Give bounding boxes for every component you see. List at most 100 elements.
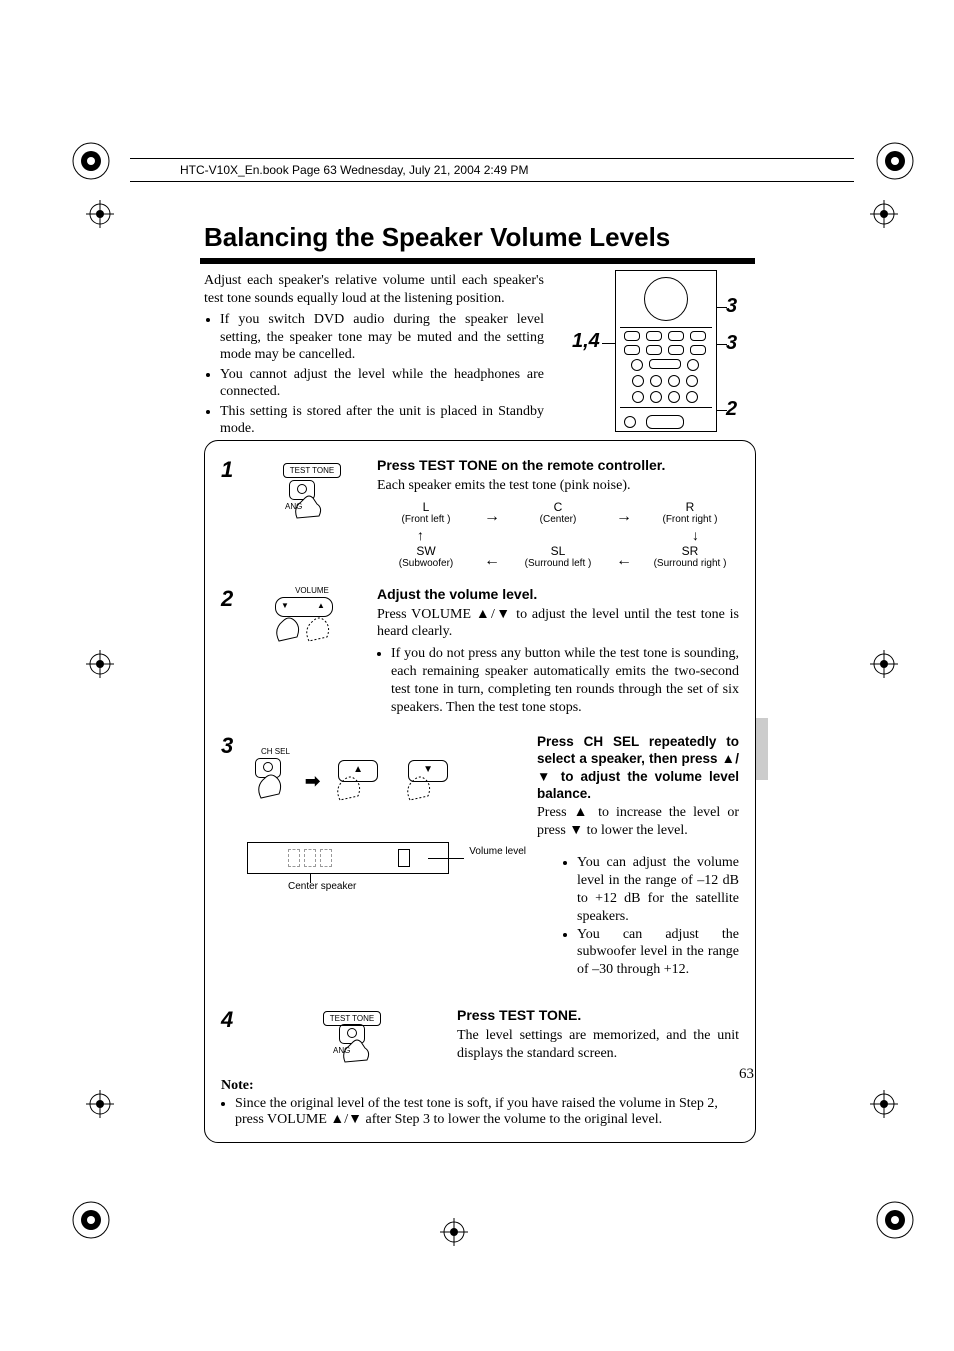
hand-press-icon	[332, 770, 376, 806]
speaker-flow-diagram: L(Front left ) → C(Center) → R(Front rig…	[377, 501, 739, 572]
remote-button-row	[620, 375, 710, 387]
section-tab	[756, 718, 768, 780]
lead-line	[602, 343, 615, 344]
step-4-illustration: TEST TONE ANG	[247, 1007, 457, 1070]
intro-bullet: If you switch DVD audio during the speak…	[220, 311, 544, 364]
step-3-bullet: You can adjust the volume level in the r…	[577, 854, 739, 926]
remote-btn-icon	[624, 416, 636, 428]
registration-mark-icon	[86, 200, 114, 228]
print-header: HTC-V10X_En.book Page 63 Wednesday, July…	[130, 158, 854, 182]
step-4: 4 TEST TONE ANG Press TEST TONE. The lev…	[221, 1007, 739, 1070]
step-2: 2 VOLUME ▼ ▲ Adjust the volume level.	[221, 586, 739, 719]
remote-button-row	[620, 345, 710, 355]
step-3-illustration: CH SEL ➡ ▲	[247, 733, 537, 993]
flow-sub: (Surround left )	[518, 558, 598, 569]
page: HTC-V10X_En.book Page 63 Wednesday, July…	[0, 0, 954, 1351]
flow-ch: L	[386, 501, 466, 514]
intro-bullet: You cannot adjust the level while the he…	[220, 366, 544, 401]
angle-label: ANG	[333, 1046, 350, 1055]
note-block: Note: Since the original level of the te…	[221, 1078, 739, 1128]
flow-ch: R	[650, 501, 730, 514]
flow-ch: SW	[386, 545, 466, 558]
lead-line	[716, 307, 727, 308]
remote-diagram	[615, 270, 717, 432]
hand-press-icon	[301, 607, 341, 647]
registration-mark-icon	[870, 200, 898, 228]
step-4-lead: Press TEST TONE.	[457, 1007, 739, 1025]
print-mark-icon	[874, 140, 916, 182]
flow-ch: SL	[518, 545, 598, 558]
flow-sub: (Surround right )	[650, 558, 730, 569]
arrow-right-icon: →	[484, 501, 500, 527]
step-2-illustration: VOLUME ▼ ▲	[247, 586, 377, 719]
header-text: HTC-V10X_En.book Page 63 Wednesday, July…	[180, 163, 528, 177]
page-number: 63	[739, 1066, 754, 1083]
step-3-para: Press ▲ to increase the level or press ▼…	[537, 805, 739, 838]
step-1-illustration: TEST TONE ANG	[247, 457, 377, 572]
volume-button-label: VOLUME	[247, 586, 377, 595]
remote-button-row	[620, 391, 710, 403]
step-3: 3 CH SEL ➡	[221, 733, 739, 993]
arrow-left-icon: ←	[484, 545, 500, 571]
step-1: 1 TEST TONE ANG Press TEST TONE on the r…	[221, 457, 739, 572]
dpad-icon	[644, 277, 688, 321]
intro-bullet: This setting is stored after the unit is…	[220, 403, 544, 438]
registration-mark-icon	[870, 1090, 898, 1118]
arrow-right-icon: →	[616, 501, 632, 527]
step-number: 1	[221, 457, 247, 572]
step-3-bullet: You can adjust the subwoofer level in th…	[577, 926, 739, 980]
arrow-right-icon: ➡	[305, 771, 320, 792]
callout-label: 3	[726, 332, 737, 355]
step-number: 3	[221, 733, 247, 993]
print-mark-icon	[70, 140, 112, 182]
note-heading: Note:	[221, 1078, 254, 1093]
ch-sel-button-label: CH SEL	[261, 747, 537, 756]
callout-label: 3	[726, 295, 737, 318]
print-mark-icon	[70, 1199, 112, 1241]
volume-rocker-icon	[646, 415, 684, 429]
arrow-left-icon: ←	[616, 545, 632, 571]
intro-block: Adjust each speaker's relative volume un…	[204, 272, 544, 440]
registration-mark-icon	[86, 650, 114, 678]
step-2-lead: Adjust the volume level.	[377, 586, 739, 604]
step-3-body: Press CH SEL repeatedly to select a spea…	[537, 733, 739, 993]
flow-sub: (Front right )	[650, 514, 730, 525]
divider	[620, 327, 712, 328]
hand-press-icon	[253, 766, 293, 804]
angle-label: ANG	[285, 502, 302, 511]
callout-label: 1,4	[572, 330, 600, 353]
flow-sub: (Front left )	[386, 514, 466, 525]
step-1-lead: Press TEST TONE on the remote controller…	[377, 457, 739, 475]
divider	[620, 407, 712, 408]
display-panel-icon: Volume level Center speaker	[247, 842, 449, 874]
arrow-up-icon: ↑	[417, 527, 424, 545]
step-4-para: The level settings are memorized, and th…	[457, 1028, 739, 1061]
registration-mark-icon	[440, 1218, 468, 1246]
flow-ch: C	[518, 501, 598, 514]
step-1-para: Each speaker emits the test tone (pink n…	[377, 478, 630, 493]
hand-press-icon	[402, 770, 446, 806]
step-2-body: Adjust the volume level. Press VOLUME ▲/…	[377, 586, 739, 719]
step-4-body: Press TEST TONE. The level settings are …	[457, 1007, 739, 1070]
center-speaker-label: Center speaker	[288, 881, 356, 892]
print-mark-icon	[874, 1199, 916, 1241]
step-number: 4	[221, 1007, 247, 1070]
step-2-para: Press VOLUME ▲/▼ to adjust the level unt…	[377, 607, 739, 640]
page-title: Balancing the Speaker Volume Levels	[204, 222, 670, 253]
lead-line	[716, 344, 727, 345]
registration-mark-icon	[86, 1090, 114, 1118]
arrow-down-icon: ↓	[692, 527, 699, 545]
test-tone-button-label: TEST TONE	[283, 463, 341, 478]
flow-sub: (Subwoofer)	[386, 558, 466, 569]
remote-button-row	[620, 331, 710, 341]
step-2-bullet: If you do not press any button while the…	[391, 645, 739, 717]
step-3-lead: Press CH SEL repeatedly to select a spea…	[537, 733, 739, 802]
volume-level-label: Volume level	[469, 846, 526, 857]
remote-button-row	[620, 359, 710, 371]
step-number: 2	[221, 586, 247, 719]
step-1-body: Press TEST TONE on the remote controller…	[377, 457, 739, 572]
note-bullet: Since the original level of the test ton…	[235, 1096, 739, 1128]
lead-line	[428, 858, 464, 859]
intro-paragraph: Adjust each speaker's relative volume un…	[204, 273, 544, 306]
callout-label: 2	[726, 398, 737, 421]
